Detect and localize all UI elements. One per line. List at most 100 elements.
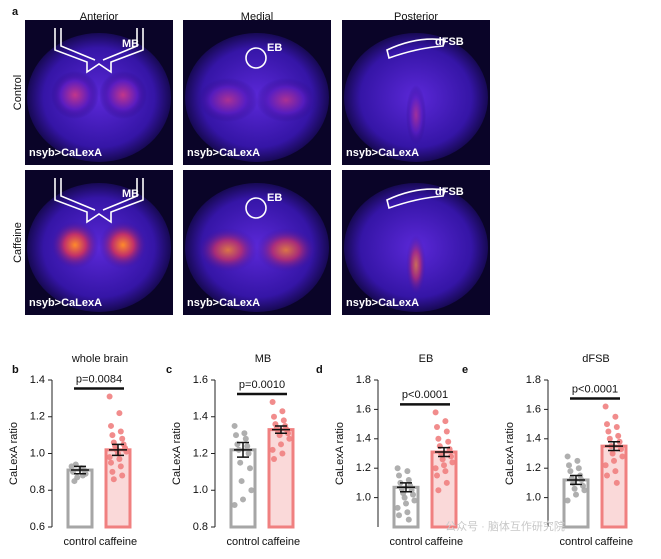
x-tick-label: caffeine: [595, 536, 633, 548]
data-point: [605, 428, 612, 435]
data-point: [441, 462, 447, 469]
column-label: Anterior: [80, 11, 119, 23]
data-point: [404, 468, 411, 475]
data-point: [280, 417, 287, 424]
data-point: [244, 443, 251, 450]
data-point: [405, 476, 412, 483]
watermark: 公众号 · 脑体互作研究院: [445, 519, 565, 533]
error-bar: [71, 465, 89, 475]
y-tick-label: 0.8: [30, 484, 45, 496]
data-point: [442, 468, 449, 475]
region-outline: [386, 38, 447, 60]
y-axis-label: CaLexA ratio: [8, 422, 20, 485]
y-tick-label: 1.0: [30, 447, 45, 459]
data-point: [442, 418, 449, 425]
data-point: [434, 424, 440, 431]
data-point: [606, 435, 613, 442]
data-point: [119, 472, 126, 479]
data-point: [432, 409, 439, 416]
data-point: [110, 476, 117, 483]
x-tick-label: caffeine: [99, 536, 137, 548]
region-label: MB: [122, 38, 139, 50]
region-label: MB: [122, 188, 139, 200]
data-point: [285, 430, 291, 437]
panel-label: d: [316, 364, 323, 376]
y-tick-label: 0.8: [193, 521, 208, 533]
x-tick-label: control: [389, 536, 422, 548]
data-point: [117, 428, 124, 435]
panel-label: c: [166, 364, 172, 376]
y-tick-label: 1.2: [526, 462, 541, 474]
data-point: [613, 424, 620, 431]
data-point: [109, 432, 116, 439]
data-point: [247, 465, 253, 472]
panel-label: e: [462, 364, 468, 376]
error-bar: [605, 440, 623, 452]
x-tick-label: caffeine: [262, 536, 300, 548]
error-bar: [397, 482, 415, 493]
data-point: [74, 474, 81, 481]
data-point: [106, 454, 113, 461]
y-tick-label: 1.0: [193, 484, 208, 496]
signal: [99, 221, 147, 269]
data-point: [411, 497, 418, 504]
error-bar: [109, 443, 127, 457]
data-point: [403, 500, 409, 507]
data-point: [286, 435, 293, 442]
brain-tissue: [27, 33, 171, 162]
data-point: [231, 422, 238, 429]
data-point: [602, 462, 609, 469]
genotype-label: nsyb>CaLexA: [187, 297, 260, 309]
data-point: [432, 465, 439, 472]
row-label: Control: [12, 75, 24, 110]
data-point: [445, 438, 452, 445]
column-label: Medial: [241, 11, 273, 23]
y-tick-label: 1.4: [526, 433, 541, 445]
signal: [406, 85, 426, 145]
data-point: [404, 509, 411, 516]
region-label: EB: [267, 42, 282, 54]
signal: [99, 71, 147, 119]
signal: [256, 78, 316, 122]
data-point: [410, 491, 416, 498]
y-tick-label: 1.2: [30, 411, 45, 423]
x-tick-label: caffeine: [425, 536, 463, 548]
y-tick-label: 1.2: [356, 462, 371, 474]
data-point: [443, 479, 450, 486]
y-axis-label: CaLexA ratio: [504, 422, 516, 485]
signal: [198, 228, 258, 272]
y-tick-label: 1.6: [193, 374, 208, 386]
error-bar: [567, 474, 585, 486]
signal: [256, 228, 316, 272]
data-point: [241, 430, 248, 437]
p-value: p<0.0001: [572, 383, 618, 395]
data-point: [619, 453, 626, 460]
x-tick-label: control: [63, 536, 96, 548]
data-point: [231, 501, 238, 508]
y-tick-label: 1.0: [356, 492, 371, 504]
data-point: [604, 421, 610, 428]
signal: [51, 221, 99, 269]
chart-title: whole brain: [71, 353, 128, 365]
genotype-label: nsyb>CaLexA: [346, 297, 419, 309]
data-point: [574, 457, 581, 464]
region-label: dFSB: [435, 36, 464, 48]
bar: [267, 428, 295, 529]
data-point: [602, 403, 609, 410]
p-value: p<0.0001: [402, 389, 448, 401]
data-point: [279, 450, 286, 457]
data-point: [405, 516, 412, 523]
y-tick-label: 1.4: [356, 433, 371, 445]
y-tick-label: 1.8: [356, 374, 371, 386]
data-point: [443, 428, 450, 435]
panel-label: a: [12, 6, 19, 18]
data-point: [242, 435, 249, 442]
data-point: [108, 459, 114, 466]
data-point: [567, 468, 574, 475]
data-point: [434, 472, 440, 479]
data-point: [106, 393, 113, 400]
error-bar: [234, 441, 252, 458]
data-point: [108, 422, 114, 429]
x-tick-label: control: [226, 536, 259, 548]
